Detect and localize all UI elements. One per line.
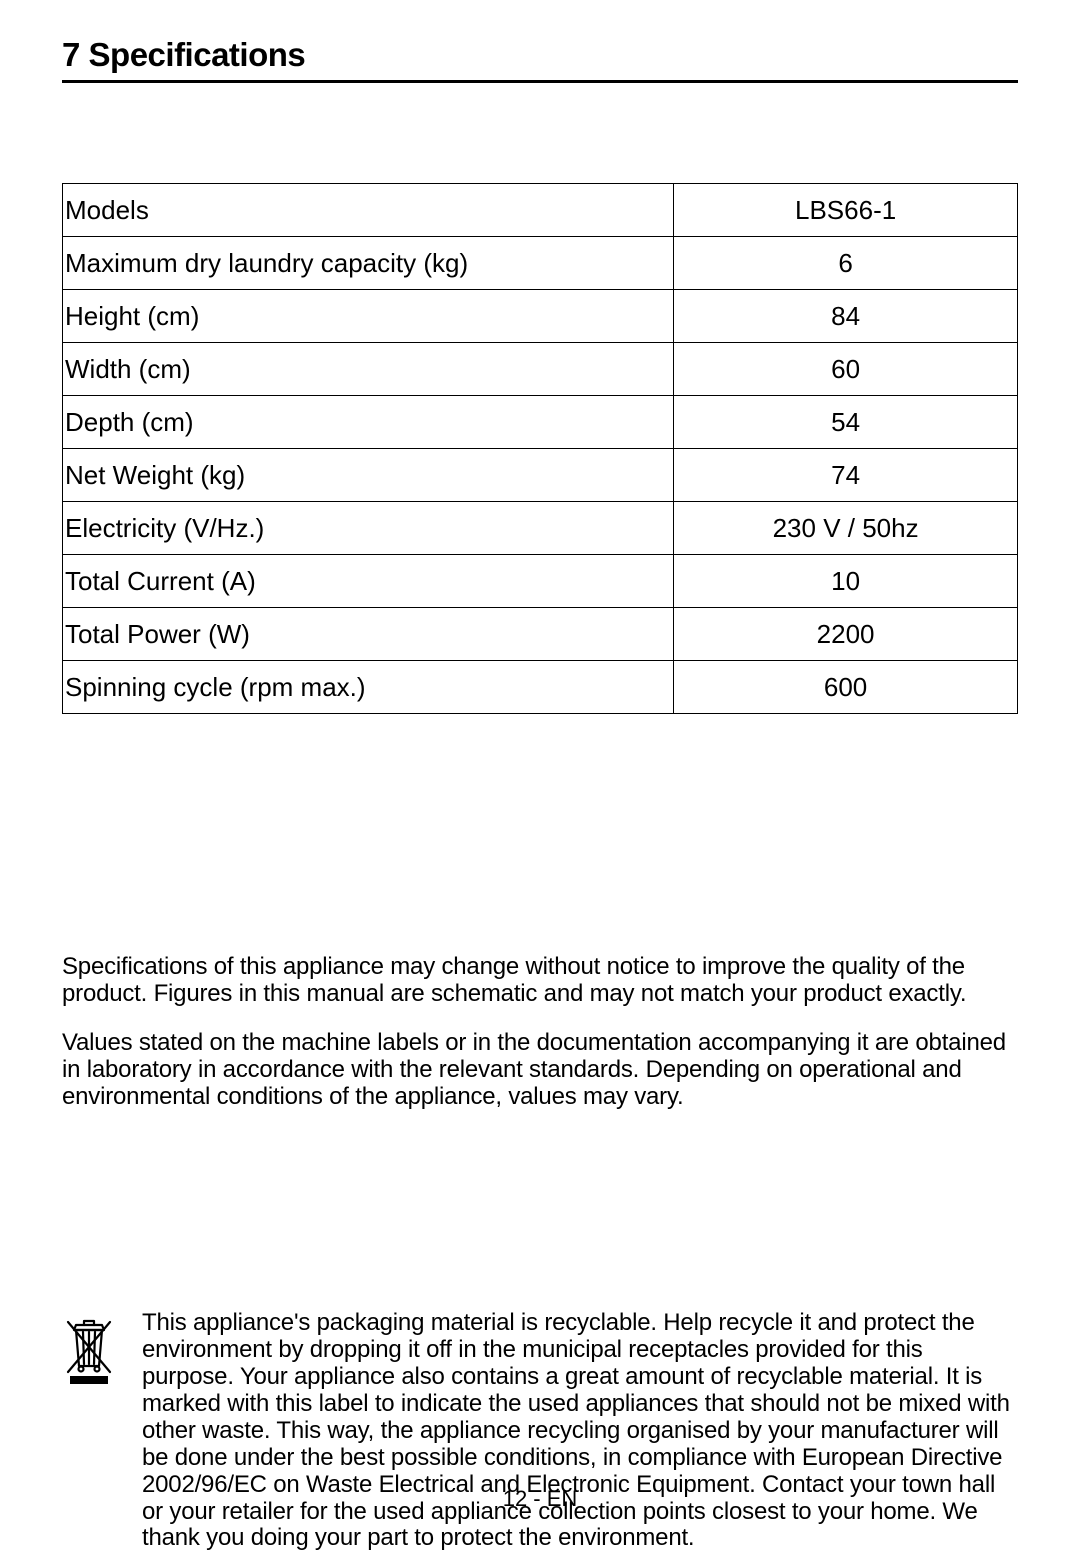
table-row: Height (cm) 84	[63, 290, 1018, 343]
specifications-table: Models LBS66-1 Maximum dry laundry capac…	[62, 183, 1018, 714]
table-row: Total Current (A) 10	[63, 555, 1018, 608]
spec-label: Depth (cm)	[63, 396, 674, 449]
spec-value: 2200	[674, 608, 1018, 661]
recycle-section: This appliance's packaging material is r…	[62, 1310, 1018, 1552]
section-heading: 7 Specifications	[62, 36, 1018, 83]
table-row: Models LBS66-1	[63, 184, 1018, 237]
table-row: Total Power (W) 2200	[63, 608, 1018, 661]
recycle-text: This appliance's packaging material is r…	[142, 1310, 1018, 1552]
table-row: Net Weight (kg) 74	[63, 449, 1018, 502]
table-row: Spinning cycle (rpm max.) 600	[63, 661, 1018, 714]
disclaimer-paragraph-1: Specifications of this appliance may cha…	[62, 954, 1018, 1008]
spec-label: Height (cm)	[63, 290, 674, 343]
table-row: Maximum dry laundry capacity (kg) 6	[63, 237, 1018, 290]
disclaimer-paragraph-2: Values stated on the machine labels or i…	[62, 1030, 1018, 1111]
weee-bin-icon	[62, 1310, 118, 1386]
spec-value: 60	[674, 343, 1018, 396]
spec-label: Width (cm)	[63, 343, 674, 396]
spec-value: 10	[674, 555, 1018, 608]
spec-label: Models	[63, 184, 674, 237]
page: 7 Specifications Models LBS66-1 Maximum …	[0, 0, 1080, 1532]
table-row: Width (cm) 60	[63, 343, 1018, 396]
spec-label: Net Weight (kg)	[63, 449, 674, 502]
spacer	[62, 714, 1018, 954]
page-footer: 12 - EN	[0, 1486, 1080, 1512]
spec-label: Spinning cycle (rpm max.)	[63, 661, 674, 714]
spacer	[62, 1008, 1018, 1030]
table-row: Electricity (V/Hz.) 230 V / 50hz	[63, 502, 1018, 555]
spec-value: 230 V / 50hz	[674, 502, 1018, 555]
spec-value: 74	[674, 449, 1018, 502]
spec-value: 54	[674, 396, 1018, 449]
spec-label: Total Current (A)	[63, 555, 674, 608]
spec-value: 6	[674, 237, 1018, 290]
spec-value: LBS66-1	[674, 184, 1018, 237]
spec-label: Maximum dry laundry capacity (kg)	[63, 237, 674, 290]
table-row: Depth (cm) 54	[63, 396, 1018, 449]
spec-value: 84	[674, 290, 1018, 343]
spec-value: 600	[674, 661, 1018, 714]
spec-label: Electricity (V/Hz.)	[63, 502, 674, 555]
spec-label: Total Power (W)	[63, 608, 674, 661]
